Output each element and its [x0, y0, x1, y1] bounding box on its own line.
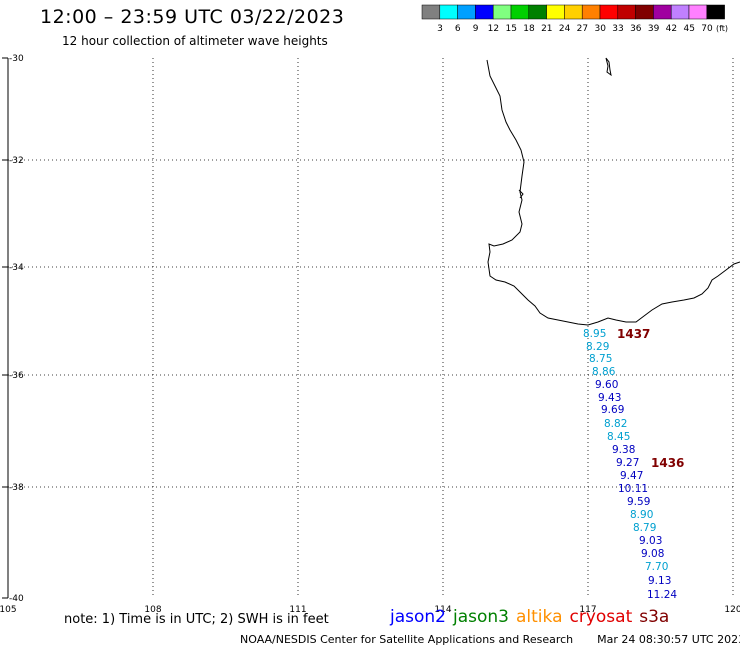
- scale-swatch: [706, 4, 725, 20]
- wave-height-label: 9.47: [620, 470, 643, 482]
- wave-height-label: 10.11: [618, 483, 648, 495]
- lat-tick-label: -32: [9, 156, 24, 166]
- wave-height-label: 9.08: [641, 548, 664, 560]
- wave-height-label: 9.60: [595, 379, 618, 391]
- scale-tick: 36: [630, 24, 642, 34]
- wave-height-label: 9.13: [648, 575, 671, 587]
- satellite-legend: jason2 jason3 altika cryosat s3a: [390, 607, 676, 627]
- footer: NOAA/NESDIS Center for Satellite Applica…: [240, 633, 740, 646]
- scale-tick: 45: [683, 24, 694, 34]
- scale-tick: 39: [648, 24, 660, 34]
- note-text: note: 1) Time is in UTC; 2) SWH is in fe…: [64, 612, 329, 627]
- scale-tick: 42: [666, 24, 677, 34]
- wave-height-label: 9.69: [601, 404, 624, 416]
- scale-tick: 9: [473, 24, 479, 34]
- wave-height-label: 8.75: [589, 353, 612, 365]
- wave-height-label: 8.95: [583, 328, 606, 340]
- coastline-inlet: [518, 189, 524, 199]
- wave-height-label: 9.43: [598, 392, 621, 404]
- lat-tick-label: -40: [9, 594, 24, 604]
- scale-tick: 30: [594, 24, 606, 34]
- wave-height-color-scale: 3 6 9 12 15 18 21 24 27 30 33 36 39 42 45 70 (ft): [421, 4, 728, 34]
- legend-item: jason3: [453, 607, 509, 627]
- legend-item: cryosat: [569, 607, 633, 627]
- lat-lon-grid: 105 108 111 114 117 120 -30 -32 -34 -36 -38 -40: [0, 54, 740, 615]
- map-title: 12:00 – 23:59 UTC 03/22/2023: [40, 6, 345, 28]
- lon-tick-label: 120: [724, 605, 740, 615]
- wave-height-label: 8.82: [604, 418, 627, 430]
- lat-tick-label: -38: [9, 483, 24, 493]
- scale-tick: 18: [523, 24, 535, 34]
- scale-tick: 70: [701, 24, 713, 34]
- wave-height-label: 7.70: [645, 561, 668, 573]
- lon-tick-label: 114: [434, 605, 451, 615]
- lat-tick-label: -36: [9, 371, 24, 381]
- wave-height-label: 9.03: [639, 535, 662, 547]
- scale-tick: 15: [505, 24, 516, 34]
- lon-tick-label: 111: [289, 605, 306, 615]
- lon-tick-label: 105: [0, 605, 17, 615]
- lon-tick-label: 108: [144, 605, 161, 615]
- observation-labels: 8.958.298.758.869.609.439.69 8.828.459.38…: [583, 327, 684, 601]
- scale-tick: 21: [541, 24, 552, 34]
- wave-height-label: 8.29: [586, 341, 609, 353]
- wave-height-label: 8.45: [607, 431, 630, 443]
- wave-height-label: 9.59: [627, 496, 650, 508]
- scale-tick: 27: [577, 24, 588, 34]
- scale-unit: (ft): [716, 24, 728, 33]
- legend-item: jason2: [390, 607, 446, 627]
- wave-height-label: 9.38: [612, 444, 635, 456]
- scale-tick: 24: [559, 24, 571, 34]
- wave-height-label: 8.79: [633, 522, 656, 534]
- scale-tick: 6: [455, 24, 461, 34]
- footer-source: NOAA/NESDIS Center for Satellite Applica…: [240, 633, 574, 646]
- pass-time-label: 1437: [617, 327, 650, 341]
- lon-tick-label: 117: [579, 605, 596, 615]
- lat-tick-label: -34: [9, 263, 24, 273]
- coastline-western-australia: [486, 59, 740, 326]
- legend-item: altika: [516, 607, 563, 627]
- scale-tick: 33: [612, 24, 623, 34]
- coastline-island: [605, 57, 612, 77]
- wave-height-label: 9.27: [616, 457, 639, 469]
- wave-height-label: 8.90: [630, 509, 653, 521]
- wave-height-label: 8.86: [592, 366, 616, 378]
- map-subtitle: 12 hour collection of altimeter wave hei…: [62, 34, 328, 48]
- scale-tick: 12: [488, 24, 499, 34]
- lat-tick-label: -30: [9, 54, 24, 64]
- wave-height-label: 11.24: [647, 589, 677, 601]
- legend-item: s3a: [639, 607, 670, 627]
- scale-tick: 3: [437, 24, 443, 34]
- footer-timestamp: Mar 24 08:30:57 UTC 2023: [597, 633, 740, 646]
- pass-time-label: 1436: [651, 456, 684, 470]
